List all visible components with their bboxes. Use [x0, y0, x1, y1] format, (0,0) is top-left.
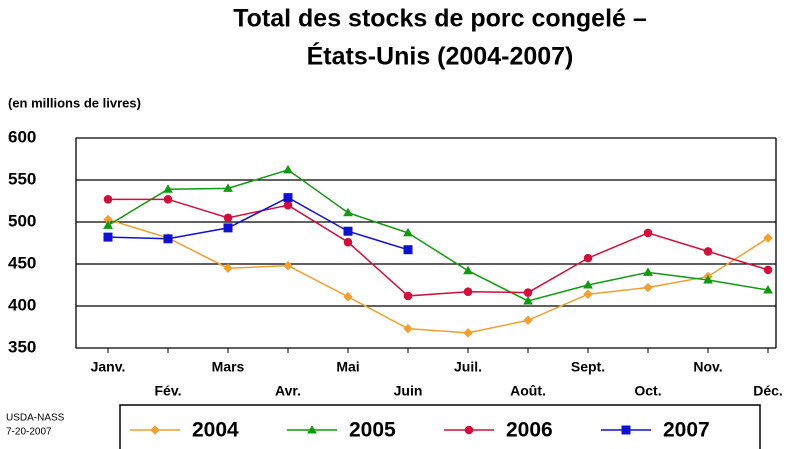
source: 7-20-2007	[6, 427, 52, 438]
data-point	[583, 289, 593, 299]
series-line	[107, 196, 409, 251]
legend-marker	[150, 425, 160, 435]
x-tick-label: Mai	[336, 359, 359, 375]
x-tick-label: Fév.	[155, 383, 182, 399]
y-tick-label: 350	[8, 337, 36, 356]
x-tick-label: Nov.	[693, 359, 722, 375]
legend-label: 2006	[506, 419, 553, 442]
data-point	[403, 227, 413, 237]
data-point	[283, 200, 293, 210]
data-point	[463, 265, 473, 275]
data-point	[103, 195, 113, 204]
y-tick-label: 500	[8, 211, 36, 230]
data-point	[223, 213, 233, 223]
y-tick-label: 600	[8, 127, 36, 146]
x-tick-label: Mars	[212, 359, 245, 375]
legend-marker	[621, 425, 631, 435]
data-point	[703, 274, 713, 284]
data-point	[223, 263, 233, 273]
data-point	[103, 220, 113, 229]
data-point	[703, 247, 713, 256]
y-tick-label: 550	[8, 169, 36, 188]
data-point	[643, 267, 653, 276]
data-point	[163, 195, 173, 204]
y-axis-label: (en millions de livres)	[8, 95, 141, 110]
x-tick-label: Oct.	[634, 383, 661, 399]
y-tick-label: 400	[8, 295, 36, 314]
x-tick-label: Déc.	[753, 383, 783, 399]
x-tick-label: Avr.	[275, 383, 301, 399]
data-point	[283, 193, 293, 203]
data-point	[403, 323, 413, 334]
data-point	[103, 232, 113, 242]
source: USDA-NASS	[6, 413, 65, 424]
data-point	[643, 228, 653, 238]
data-point	[223, 183, 233, 192]
data-point	[163, 234, 173, 244]
data-point	[283, 260, 293, 271]
data-point	[763, 233, 773, 243]
data-point	[283, 164, 293, 174]
chart-title: États-Unis (2004-2007)	[307, 42, 574, 71]
data-point	[523, 315, 533, 325]
data-point	[223, 223, 233, 233]
data-point	[163, 184, 173, 193]
series-line	[107, 169, 769, 302]
chart-title: Total des stocks de porc congelé –	[233, 5, 647, 33]
legend-marker	[307, 424, 317, 434]
legend-label: 2004	[192, 419, 239, 442]
y-tick-label: 450	[8, 253, 36, 272]
series-line	[108, 198, 769, 297]
x-tick-label: Juin	[394, 383, 423, 399]
legend-marker	[464, 425, 474, 435]
data-point	[643, 282, 653, 293]
data-point	[463, 328, 473, 338]
data-point	[403, 291, 413, 301]
data-point	[463, 287, 473, 297]
data-point	[583, 253, 593, 263]
legend-label: 2007	[663, 419, 710, 442]
data-point	[763, 285, 773, 294]
legend-box	[119, 404, 761, 449]
legend-label: 2005	[349, 419, 396, 442]
x-tick-label: Janv.	[91, 359, 126, 375]
data-point	[763, 265, 773, 275]
data-point	[343, 292, 353, 302]
data-point	[403, 245, 413, 255]
x-tick-label: Juil.	[454, 359, 482, 375]
data-point	[343, 237, 353, 247]
x-tick-label: Août.	[510, 383, 546, 399]
x-tick-label: Sept.	[571, 359, 605, 375]
data-point	[523, 288, 533, 297]
data-point	[343, 207, 353, 217]
data-point	[523, 295, 533, 305]
data-point	[583, 279, 593, 289]
data-point	[343, 226, 353, 236]
series-line	[107, 218, 769, 334]
